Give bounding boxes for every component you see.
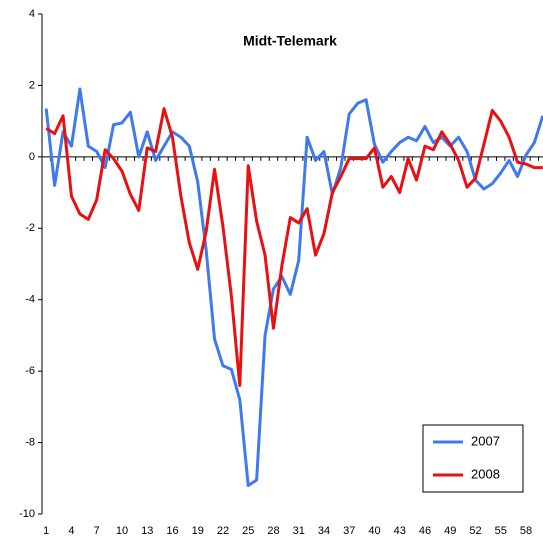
x-tick-label: 49	[444, 525, 456, 537]
x-tick-label: 19	[192, 525, 204, 537]
series-line	[45, 107, 543, 387]
legend-box	[422, 424, 524, 493]
y-tick-label: -2	[25, 222, 35, 234]
x-tick-label: 58	[520, 525, 532, 537]
legend-label: 2008	[471, 466, 500, 481]
y-tick-label: 0	[29, 151, 35, 163]
y-tick-label: 4	[29, 8, 35, 20]
x-tick-label: 55	[495, 525, 507, 537]
x-tick-label: 22	[217, 525, 229, 537]
x-tick-label: 28	[267, 525, 279, 537]
chart-title: Midt-Telemark	[243, 33, 337, 49]
x-tick-label: 7	[94, 525, 100, 537]
y-tick-label: -8	[25, 436, 35, 448]
y-tick-label: 2	[29, 79, 35, 91]
x-tick-label: 40	[368, 525, 380, 537]
x-tick-label: 1	[43, 525, 49, 537]
legend-label: 2007	[471, 433, 500, 448]
y-tick-label: -4	[25, 294, 35, 306]
x-tick-label: 31	[293, 525, 305, 537]
x-tick-label: 13	[141, 525, 153, 537]
x-tick-label: 4	[68, 525, 74, 537]
x-tick-label: 43	[394, 525, 406, 537]
x-tick-label: 52	[469, 525, 481, 537]
x-tick-label: 25	[242, 525, 254, 537]
x-tick-label: 16	[166, 525, 178, 537]
series-line	[44, 87, 543, 487]
x-tick-label: 37	[343, 525, 355, 537]
y-tick-label: -10	[19, 508, 35, 520]
y-tick-label: -6	[25, 365, 35, 377]
x-tick-label: 34	[318, 525, 330, 537]
x-tick-label: 46	[419, 525, 431, 537]
x-tick-label: 10	[116, 525, 128, 537]
